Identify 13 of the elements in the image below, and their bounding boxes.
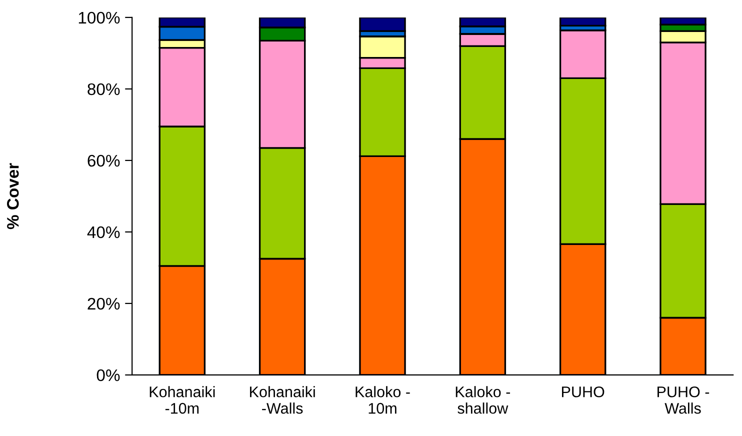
y-tick-label: 20% [88, 298, 120, 310]
x-tick-label: PUHO [562, 386, 604, 398]
x-tick-label: Kaloko - 10m [356, 386, 410, 414]
x-tick-label: Kohanaiki -10m [150, 386, 215, 414]
x-tick-label: Kaloko - shallow [456, 386, 510, 414]
y-tick-label: 100% [78, 12, 120, 24]
x-tick-label: Kohanaiki -Walls [250, 386, 315, 414]
y-tick-label: 40% [87, 226, 120, 238]
y-tick-label: 0% [96, 369, 120, 382]
y-tick-label: 60% [88, 154, 120, 167]
y-tick-label: 80% [88, 83, 120, 96]
x-tick-label: PUHO - Walls [658, 386, 710, 414]
y-axis-title: % Cover [6, 163, 19, 230]
